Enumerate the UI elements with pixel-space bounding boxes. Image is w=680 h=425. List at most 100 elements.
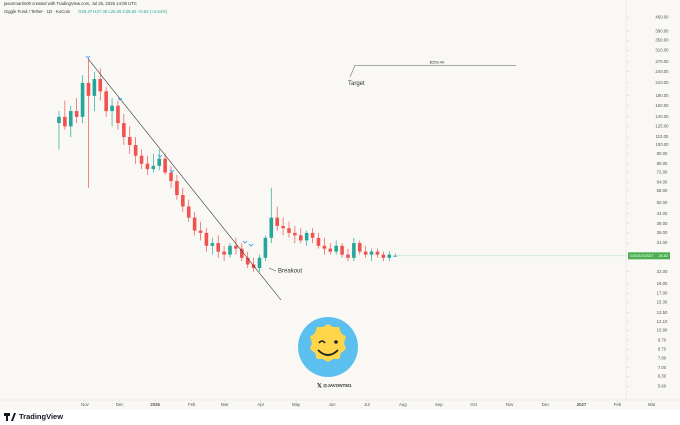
footer-brand: TradingView (19, 412, 63, 421)
x-tick-label: Feb (188, 402, 196, 407)
x-tick-label: Jul (364, 402, 370, 407)
candle-body (322, 245, 327, 249)
candle-body (210, 243, 215, 246)
target-pointer (349, 65, 356, 78)
y-tick-label: 5.60 (658, 383, 667, 388)
candle-body (393, 255, 397, 257)
candle-body (328, 248, 333, 252)
y-tick-label: 13.50 (657, 310, 668, 315)
x-tick-label: Nov (506, 402, 514, 407)
candle-body (181, 195, 185, 207)
x-tick-label: May (292, 402, 301, 407)
chevron-marker (117, 97, 123, 101)
y-tick-label: 7.80 (658, 356, 667, 361)
y-tick-label: 210.00 (655, 80, 669, 85)
y-tick-label: 125.00 (655, 123, 669, 128)
price-tag (628, 252, 670, 260)
y-tick-label: 19.00 (657, 281, 668, 286)
candle-body (63, 116, 67, 127)
candle-body (74, 111, 79, 117)
y-tick-label: 31.00 (657, 240, 668, 245)
candle-body (228, 245, 232, 255)
watermark-handle: @JAVONTM1 (323, 383, 352, 388)
candle-body (240, 248, 244, 258)
candle-body (310, 232, 315, 238)
candle-body (269, 217, 274, 238)
candle-body (57, 116, 61, 124)
target-value-label: $259.40 (430, 59, 445, 64)
x-tick-label: Oct (470, 402, 477, 407)
y-tick-label: 140.00 (655, 114, 669, 119)
candle-body (334, 245, 338, 252)
x-tick-label: Dec (542, 402, 550, 407)
candle-body (222, 251, 226, 255)
candle-body (263, 237, 268, 258)
candle-body (110, 105, 114, 112)
x-tick-label: Sep (435, 402, 443, 407)
y-tick-label: 17.00 (657, 290, 668, 295)
chevron-marker (248, 243, 254, 247)
candle-body (104, 91, 108, 112)
target-label: Target (348, 81, 365, 87)
candle-body (369, 251, 374, 255)
candle-body (387, 254, 392, 258)
candle-body (68, 111, 73, 127)
y-tick-label: 350.00 (655, 37, 669, 42)
y-tick-label: 8.70 (658, 347, 667, 352)
candle-body (92, 79, 97, 96)
x-tick-label: Dec (116, 402, 124, 407)
candle-body (175, 181, 179, 196)
candle-body (122, 123, 126, 138)
footer-logo (4, 413, 16, 421)
candle-body (281, 226, 285, 229)
y-tick-label: 100.00 (655, 142, 669, 147)
candle-body (139, 155, 144, 164)
candle-body (198, 230, 203, 233)
candle-body (346, 254, 350, 258)
chevron-marker (157, 154, 163, 158)
y-tick-label: 22.00 (657, 269, 668, 274)
candle-body (145, 163, 150, 170)
y-tick-label: 110.00 (656, 134, 669, 139)
candle-body (98, 79, 103, 92)
x-tick-label: Feb (614, 402, 622, 407)
x-tick-label: Aug (399, 402, 407, 407)
ohlc-line: O26.37 H27.38 L26.25 C26.62 +0.62 (+2.64… (78, 9, 168, 14)
breakout-pointer (268, 267, 277, 272)
y-tick-label: 310.00 (655, 47, 669, 52)
candle-body (304, 232, 309, 241)
chevron-marker (169, 169, 175, 173)
chevron-marker (85, 55, 91, 59)
candle-body (340, 245, 344, 255)
y-tick-label: 10.90 (657, 328, 668, 333)
x-tick-label: Jun (329, 402, 337, 407)
candle-body (298, 235, 303, 241)
candle-body (157, 158, 162, 166)
candle-body (127, 137, 132, 146)
candle-body (192, 217, 197, 231)
y-tick-label: 58.00 (657, 188, 668, 193)
candle-body (245, 257, 250, 265)
y-tick-label: 90.00 (657, 151, 668, 156)
x-tick-label: Mar (648, 402, 656, 407)
y-tick-label: 9.70 (658, 337, 667, 342)
candle-body (169, 172, 173, 182)
y-tick-label: 35.00 (657, 230, 668, 235)
candle-body (204, 232, 209, 246)
y-tick-label: 6.30 (658, 374, 667, 379)
candle-body (251, 264, 256, 269)
candle-body (216, 243, 221, 252)
y-tick-label: 7.00 (658, 365, 667, 370)
candle-body (186, 206, 191, 218)
y-tick-label: 240.00 (655, 69, 669, 74)
author-line: jasonmartin00 created with TradingView.c… (3, 1, 137, 6)
chevron-marker (242, 240, 248, 244)
watermark-avatar (298, 317, 358, 377)
x-tick-label: 2027 (577, 402, 587, 407)
candle-body (375, 251, 380, 255)
candle-body (316, 237, 321, 246)
candle-body (116, 105, 120, 124)
candle-body (381, 254, 386, 258)
candle-body (287, 228, 291, 233)
